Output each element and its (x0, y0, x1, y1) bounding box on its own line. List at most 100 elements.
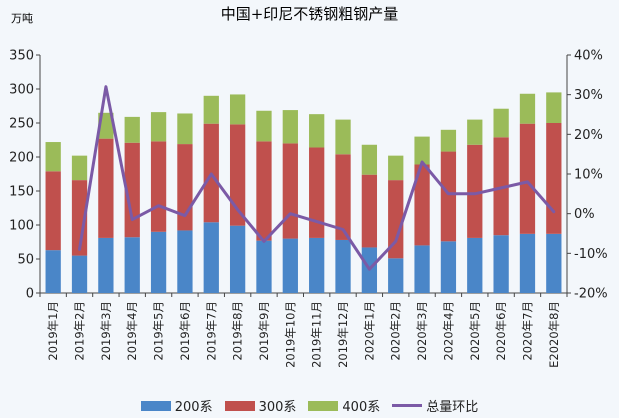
x-tick-label: 2020年2月 (389, 301, 403, 361)
bar-300系 (546, 123, 562, 234)
bar-300系 (309, 147, 325, 238)
legend-swatch (392, 404, 423, 407)
line-总量环比 (78, 85, 556, 271)
bar-200系 (493, 235, 509, 293)
bar-300系 (414, 164, 430, 246)
bar-300系 (71, 180, 88, 256)
bar-400系 (45, 142, 61, 172)
x-tick-label: E2020年8月 (547, 301, 561, 368)
bar-400系 (388, 155, 404, 181)
bar-200系 (177, 230, 193, 293)
legend-item: 200系 (140, 396, 213, 415)
bar-400系 (150, 112, 167, 142)
x-tick-label: 2019年4月 (125, 301, 139, 361)
bar-300系 (467, 144, 483, 238)
bar-300系 (98, 138, 114, 238)
bar-200系 (203, 222, 219, 293)
legend-item: 400系 (308, 396, 380, 415)
legend-label: 300系 (258, 400, 297, 415)
x-tick-label: 2019年3月 (99, 301, 113, 361)
x-tick-label: 2019年12月 (336, 301, 350, 368)
x-tick-label: 2019年8月 (231, 301, 245, 361)
bar-300系 (124, 142, 140, 238)
x-tick-label: 2019年10月 (283, 301, 297, 368)
bar-200系 (98, 237, 114, 293)
x-tick-label: 2020年6月 (494, 301, 508, 361)
bar-200系 (519, 233, 536, 293)
bar-400系 (467, 119, 483, 145)
y-tick-label: 350 (9, 49, 34, 64)
y-axis-unit-label: 万吨 (11, 12, 33, 25)
x-tick-label: 2020年5月 (468, 301, 482, 361)
x-tick-label: 2020年7月 (520, 301, 534, 361)
legend-item: 总量环比 (392, 396, 478, 415)
bar-200系 (388, 258, 404, 293)
bar-200系 (124, 237, 140, 293)
bar-400系 (282, 110, 298, 144)
bar-400系 (519, 93, 536, 124)
bar-200系 (256, 240, 272, 293)
x-tick-label: 2019年11月 (310, 301, 324, 368)
bar-400系 (414, 136, 430, 165)
y2-tick-label: 40% (574, 49, 603, 64)
bar-300系 (519, 123, 536, 234)
bar-200系 (467, 237, 483, 293)
y-tick-label: 250 (9, 117, 34, 132)
y-tick-label: 200 (9, 151, 34, 166)
legend-item: 300系 (224, 396, 297, 415)
bar-300系 (150, 141, 167, 232)
bar-400系 (124, 116, 140, 143)
y2-tick-label: 30% (574, 88, 603, 103)
x-tick-label: 2019年2月 (73, 301, 87, 361)
bar-300系 (493, 137, 509, 236)
bar-400系 (309, 114, 325, 148)
bar-200系 (282, 238, 298, 293)
x-tick-label: 2020年3月 (415, 301, 429, 361)
y2-tick-label: 0% (574, 207, 595, 222)
bar-200系 (45, 250, 61, 293)
y2-tick-label: -10% (574, 247, 608, 262)
bar-400系 (440, 129, 457, 152)
bar-200系 (229, 225, 246, 293)
bar-200系 (150, 231, 167, 293)
y2-tick-label: -20% (574, 287, 608, 302)
bar-300系 (282, 143, 298, 239)
bar-200系 (440, 241, 457, 293)
x-tick-label: 2019年9月 (257, 301, 271, 361)
bar-400系 (361, 144, 378, 175)
bar-300系 (229, 124, 246, 226)
bar-400系 (71, 155, 88, 181)
y-tick-label: 0 (26, 287, 34, 302)
bar-400系 (493, 108, 509, 138)
legend-swatch (140, 400, 171, 411)
bar-200系 (71, 255, 88, 293)
bar-400系 (229, 94, 246, 125)
legend-swatch (224, 400, 255, 411)
bar-400系 (256, 110, 272, 142)
bar-300系 (45, 171, 61, 251)
legend-label: 400系 (342, 400, 381, 415)
y-tick-label: 50 (17, 253, 34, 268)
bar-200系 (546, 233, 562, 293)
x-tick-label: 2020年4月 (441, 301, 455, 361)
x-tick-label: 2019年5月 (152, 301, 166, 361)
bar-300系 (256, 141, 272, 241)
x-tick-label: 2019年7月 (204, 301, 218, 361)
bar-300系 (361, 174, 378, 248)
bar-400系 (335, 119, 351, 155)
chart-legend: 200系 300系 400系 总量环比 (0, 396, 619, 415)
y-tick-label: 150 (9, 185, 34, 200)
y2-tick-label: 10% (574, 168, 603, 183)
bar-200系 (309, 237, 325, 293)
bar-400系 (203, 95, 219, 124)
x-tick-label: 2019年6月 (178, 301, 192, 361)
chart-title: 中国+印尼不锈钢粗钢产量 (220, 5, 399, 23)
y-tick-label: 300 (9, 83, 34, 98)
bar-300系 (177, 144, 193, 231)
y2-tick-label: 20% (574, 128, 603, 143)
x-tick-label: 2020年1月 (362, 301, 376, 361)
legend-label: 200系 (174, 400, 213, 415)
x-tick-label: 2019年1月 (46, 301, 60, 361)
bar-200系 (335, 239, 351, 293)
